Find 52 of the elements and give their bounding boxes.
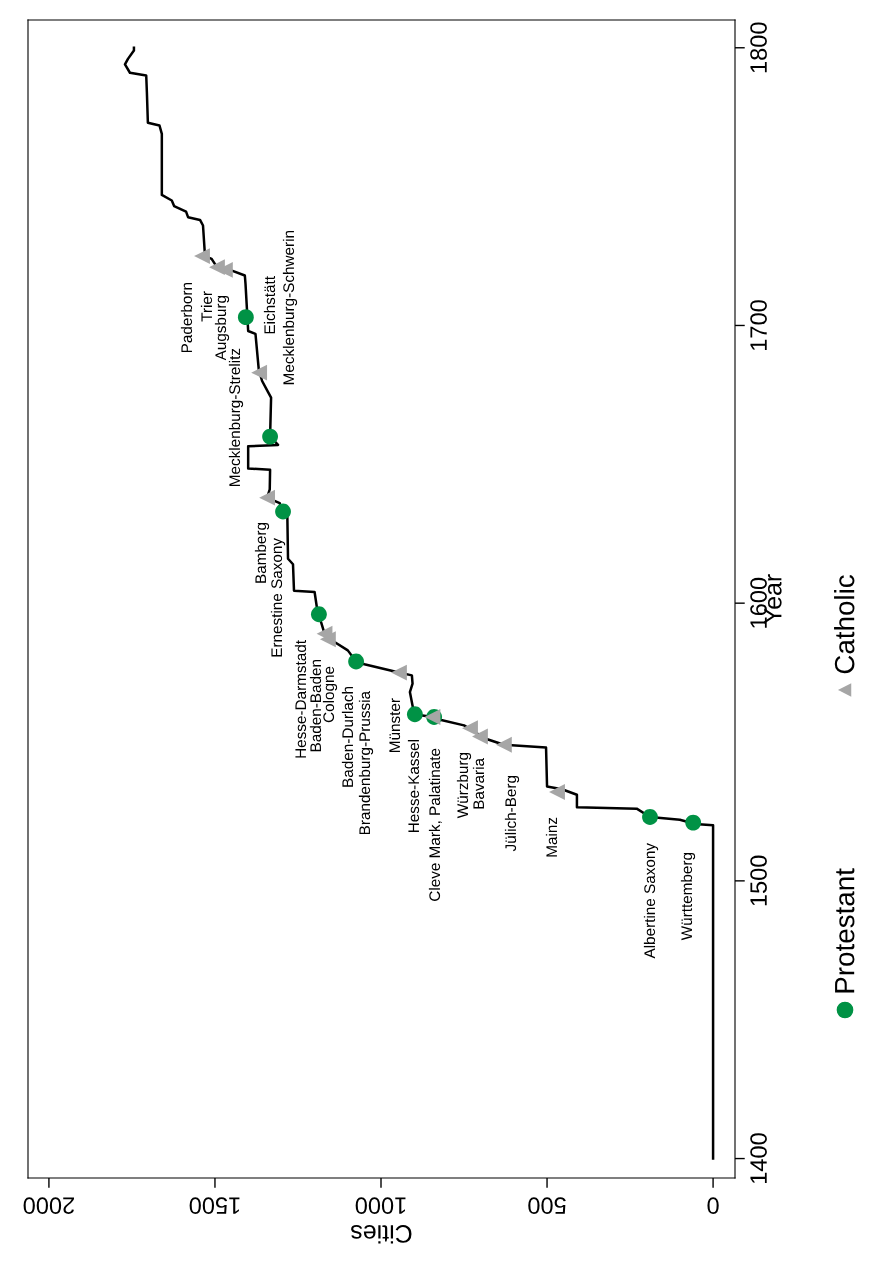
- point: [251, 364, 268, 381]
- text: Protestant: [835, 868, 855, 993]
- x-tick-label: 0: [707, 1197, 719, 1214]
- x-axis-title: Cities: [351, 1225, 412, 1244]
- point: [549, 784, 565, 800]
- annotation: Baden-Durlach: [341, 686, 354, 787]
- annotation: Münster: [389, 698, 401, 752]
- annotation: Bamberg: [254, 522, 270, 583]
- x-tick-label: 1500: [189, 1197, 240, 1214]
- annotation: Brandenburg-Prussia: [358, 690, 374, 835]
- annotation: Jülich-Berg: [504, 775, 520, 852]
- annotation: Trier: [200, 291, 213, 322]
- point: [391, 664, 407, 681]
- annotation: Cleve Mark, Palatinate: [428, 748, 442, 901]
- annotation: Mainz: [545, 817, 558, 857]
- annotation: Ernestine Saxony: [270, 538, 286, 657]
- point: [310, 606, 327, 623]
- point: [495, 736, 512, 753]
- annotation: Mecklenburg-Strelitz: [228, 348, 244, 486]
- y-tick-label: 1400: [750, 1133, 767, 1184]
- annotation: Albertine Saxony: [643, 843, 659, 959]
- y-tick-label: 1800: [750, 22, 767, 73]
- point: [472, 728, 488, 745]
- point: [685, 814, 702, 831]
- point: [348, 653, 365, 670]
- point: [237, 309, 254, 326]
- point: [209, 259, 225, 276]
- y-tick-label: 1500: [750, 855, 767, 906]
- annotation: Cologne: [322, 666, 338, 723]
- annotation: Paderborn: [180, 282, 193, 353]
- annotation: Württemberg: [680, 852, 696, 941]
- annotation: Augsburg: [214, 295, 230, 361]
- point: [642, 809, 658, 825]
- point: [462, 720, 478, 737]
- text: Catholic: [834, 575, 855, 674]
- y-tick-label: 1700: [750, 300, 767, 350]
- annotation: Mecklenburg-Schwerin: [282, 230, 298, 385]
- point: [262, 428, 279, 445]
- annotation: Würzburg: [456, 752, 472, 819]
- point: [259, 489, 276, 506]
- x-tick-label: 500: [528, 1197, 566, 1214]
- point: [275, 503, 291, 520]
- annotation: Bavaria: [472, 758, 485, 809]
- annotation: Eichstätt: [263, 276, 276, 334]
- point: [406, 706, 423, 723]
- point: [194, 248, 210, 264]
- x-tick-label: 1000: [355, 1197, 406, 1214]
- annotation: Hesse-Kassel: [407, 740, 420, 832]
- annotation: Baden-Baden: [309, 659, 322, 752]
- annotation: Hesse-Darmstadt: [294, 640, 307, 758]
- line-series: [123, 46, 715, 1160]
- x-tick-label: 2000: [23, 1197, 74, 1214]
